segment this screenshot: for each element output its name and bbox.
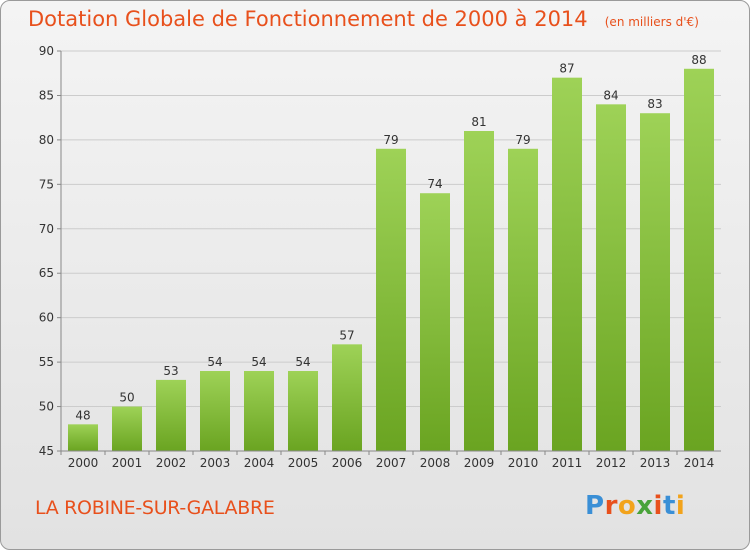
x-tick-label: 2012	[596, 456, 627, 470]
x-tick-label: 2013	[640, 456, 671, 470]
y-tick-label: 55	[39, 355, 54, 369]
x-tick-label: 2011	[552, 456, 583, 470]
bar-2005	[288, 371, 318, 451]
bar-2003	[200, 371, 230, 451]
bar-value-label: 53	[163, 364, 178, 378]
x-tick-label: 2009	[464, 456, 495, 470]
x-tick-label: 2008	[420, 456, 451, 470]
x-tick-label: 2010	[508, 456, 539, 470]
bar-value-label: 48	[75, 408, 90, 422]
bars: 48 50 53 54 54 54 57 79 74 81 79 87 84 83 88	[68, 53, 714, 452]
x-tick-label: 2005	[288, 456, 319, 470]
bar-value-label: 81	[471, 115, 486, 129]
bar-2004	[244, 371, 274, 451]
bar-value-label: 88	[691, 53, 706, 67]
bar-2012	[596, 104, 626, 451]
y-tick-label: 45	[39, 444, 54, 458]
x-tick-label: 2007	[376, 456, 407, 470]
bar-value-label: 54	[207, 355, 222, 369]
bar-value-label: 79	[515, 133, 530, 147]
x-tick-label: 2004	[244, 456, 275, 470]
logo-letter: P	[585, 491, 605, 521]
y-tick-label: 90	[39, 44, 54, 58]
bar-value-label: 79	[383, 133, 398, 147]
x-tick-label: 2006	[332, 456, 363, 470]
x-axis: 2000 2001 2002 2003 2004 2005 2006 2007 2008 2009…	[60, 450, 721, 470]
bar-2009	[464, 131, 494, 451]
chart-title: Dotation Globale de Fonctionnement de 20…	[28, 7, 699, 31]
y-tick-label: 50	[39, 400, 54, 414]
bar-2014	[684, 68, 714, 452]
logo-letter: o	[617, 491, 637, 521]
bar-value-label: 57	[339, 328, 354, 342]
x-tick-label: 2000	[68, 456, 99, 470]
bar-2007	[376, 148, 406, 451]
bar-value-label: 83	[647, 97, 662, 111]
logo-letter: t	[662, 491, 676, 521]
bar-2001	[112, 406, 142, 451]
logo-letter: i	[675, 491, 686, 521]
y-tick-label: 60	[39, 311, 54, 325]
bar-2010	[508, 148, 538, 451]
y-tick-label: 70	[39, 222, 54, 236]
x-tick-label: 2002	[156, 456, 187, 470]
city-name: LA ROBINE-SUR-GALABRE	[35, 497, 275, 519]
y-axis: 45 50 55 60 65 70 75 80 85 90	[39, 44, 62, 458]
bar-value-label: 87	[559, 62, 574, 76]
bar-value-label: 74	[427, 177, 442, 191]
bar-2000	[68, 424, 98, 451]
logo-letter: x	[636, 491, 654, 521]
bar-2008	[420, 193, 450, 451]
chart-unit: (en milliers d'€)	[604, 15, 699, 29]
logo-letter: r	[604, 491, 618, 521]
bar-value-label: 54	[251, 355, 266, 369]
proxiti-logo[interactable]: Proxiti	[585, 491, 685, 521]
bar-value-label: 54	[295, 355, 310, 369]
logo-letter: i	[653, 491, 663, 521]
bar-2006	[332, 344, 362, 451]
y-tick-label: 80	[39, 133, 54, 147]
x-tick-label: 2003	[200, 456, 231, 470]
chart-title-text: Dotation Globale de Fonctionnement de 20…	[28, 7, 588, 31]
x-tick-label: 2001	[112, 456, 143, 470]
bar-value-label: 84	[603, 88, 618, 102]
bar-2013	[640, 113, 670, 451]
bar-value-label: 50	[119, 391, 134, 405]
y-tick-label: 65	[39, 266, 54, 280]
bar-2011	[552, 77, 582, 452]
y-tick-label: 75	[39, 177, 54, 191]
x-tick-label: 2014	[684, 456, 715, 470]
y-tick-label: 85	[39, 88, 54, 102]
bar-2002	[156, 379, 186, 451]
